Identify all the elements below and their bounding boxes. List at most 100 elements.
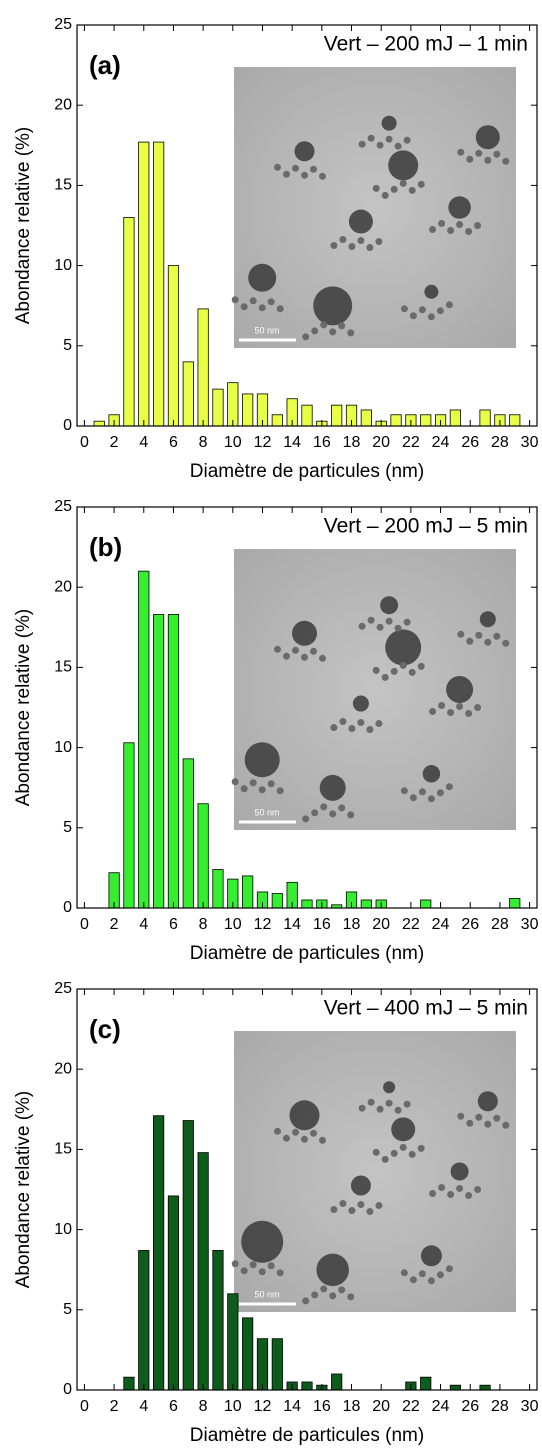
particle [329, 810, 337, 818]
bar [167, 265, 180, 427]
annotation: Vert – 200 mJ – 5 min [324, 515, 528, 538]
tem-image [234, 1031, 516, 1312]
particle [376, 1105, 384, 1113]
particle [372, 184, 380, 192]
particle [475, 125, 500, 150]
particle [320, 321, 328, 329]
panel-label: (c) [89, 1014, 121, 1044]
particle [347, 329, 355, 337]
x-tick-label: 14 [283, 916, 301, 933]
x-tick-label: 10 [224, 916, 242, 933]
particle [438, 220, 446, 227]
particle [456, 703, 464, 710]
bar [360, 899, 372, 909]
particle [429, 1190, 437, 1197]
bar [449, 409, 461, 427]
particle [403, 136, 411, 144]
particle [388, 150, 419, 181]
x-tick-label: 30 [521, 916, 539, 933]
x-tick-label: 24 [432, 916, 450, 933]
x-tick-label: 6 [169, 916, 178, 933]
particle [429, 226, 437, 233]
particle [348, 725, 356, 733]
x-tick-label: 12 [254, 434, 272, 451]
x-tick-label: 16 [313, 434, 331, 451]
y-tick-label: 20 [54, 1060, 72, 1077]
particle [249, 779, 257, 787]
bar [301, 899, 313, 909]
bar [271, 1338, 283, 1391]
particle [409, 794, 417, 802]
y-tick-label: 25 [54, 498, 72, 515]
particle [438, 702, 446, 709]
panel-label: (b) [89, 532, 122, 562]
y-tick-label: 10 [54, 257, 72, 274]
particle [274, 1127, 281, 1135]
particle [358, 1104, 366, 1112]
particle [329, 1292, 337, 1300]
particle [466, 637, 474, 645]
particle [292, 1128, 299, 1136]
particle [240, 785, 248, 793]
particle [457, 630, 465, 638]
x-tick-label: 28 [491, 1398, 509, 1415]
particle [319, 774, 346, 801]
particle [381, 1155, 389, 1163]
particle [420, 1245, 442, 1267]
particle [429, 708, 437, 715]
particle [477, 1091, 498, 1112]
bar [420, 899, 432, 909]
x-axis-label: Diamètre de particules (nm) [190, 943, 424, 964]
bar [93, 420, 105, 427]
bar [449, 1384, 461, 1391]
particle [366, 726, 374, 734]
x-tick-label: 0 [80, 434, 89, 451]
particle [408, 186, 416, 194]
particle [417, 180, 425, 188]
particle [283, 652, 290, 660]
particle [329, 328, 337, 336]
particle [447, 709, 455, 716]
particle [456, 1185, 464, 1192]
particle [240, 1267, 248, 1275]
x-tick-label: 4 [139, 916, 148, 933]
annotation: Vert – 400 mJ – 5 min [324, 997, 528, 1020]
bar [153, 614, 165, 909]
y-tick-label: 20 [54, 578, 72, 595]
particle [390, 1149, 398, 1157]
particle [267, 1262, 275, 1270]
y-tick-label: 10 [54, 1221, 72, 1238]
particle [381, 673, 389, 681]
x-axis-label: Diamètre de particules (nm) [190, 461, 424, 482]
scale-bar-label: 50 nm [254, 1289, 279, 1299]
x-tick-label: 4 [139, 434, 148, 451]
tem-image [234, 549, 516, 830]
y-tick-label: 0 [63, 899, 72, 916]
x-tick-label: 8 [199, 434, 208, 451]
bar [301, 404, 313, 427]
x-tick-label: 20 [372, 434, 390, 451]
bar [242, 393, 254, 427]
x-tick-label: 4 [139, 1398, 148, 1415]
particle [292, 620, 317, 646]
particle [244, 742, 280, 778]
particle [381, 115, 397, 131]
bar [182, 361, 194, 427]
particle [381, 191, 389, 199]
particle [385, 617, 393, 625]
x-tick-label: 26 [461, 1398, 479, 1415]
particle [436, 1271, 444, 1279]
particle [258, 304, 266, 312]
particle [338, 322, 346, 330]
particle [394, 624, 402, 632]
particle [375, 720, 383, 728]
particle [267, 298, 275, 306]
particle [258, 1268, 266, 1276]
particle [408, 668, 416, 676]
y-tick-label: 25 [54, 16, 72, 33]
bar [167, 614, 180, 909]
y-tick-label: 0 [63, 417, 72, 434]
x-tick-label: 10 [224, 1398, 242, 1415]
x-tick-label: 0 [80, 1398, 89, 1415]
bar [123, 1376, 135, 1391]
